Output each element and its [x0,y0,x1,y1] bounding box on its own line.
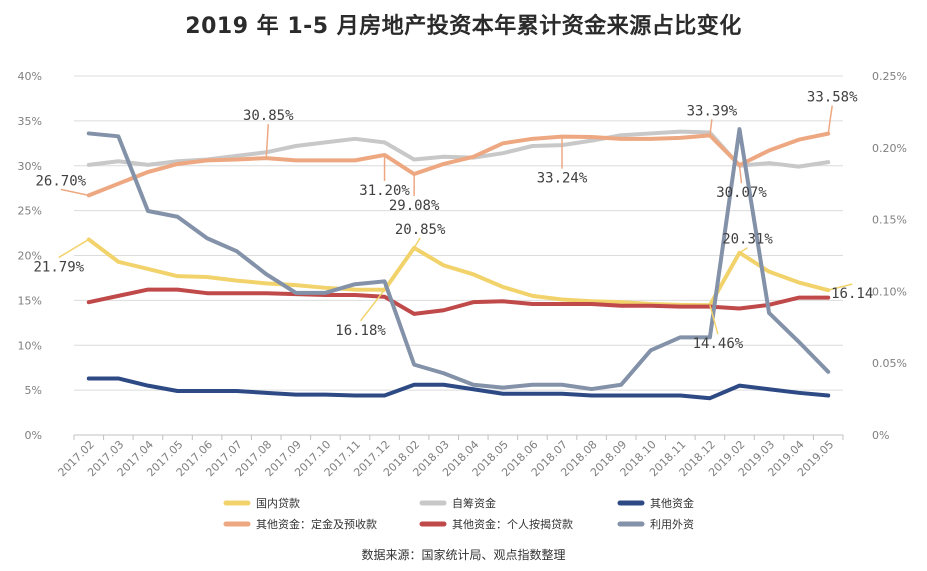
y-tick-label-right: 0.15% [872,214,907,227]
data-label: 33.58% [807,90,858,106]
data-label: 30.07% [716,185,767,201]
annotation-leader [739,247,748,254]
y-tick-label-right: 0.05% [872,357,907,370]
annotation-leader [709,305,719,335]
annotation-leader [827,105,833,134]
data-label: 20.85% [395,222,446,238]
y-tick-label-right: 0.20% [872,142,907,155]
series-line [86,376,831,401]
legend-label: 其他资金：个人按揭贷款 [452,517,573,531]
y-tick-label-right: 0.10% [872,285,907,298]
y-tick-label-right: 0.25% [872,70,907,83]
y-tick-label-left: 30% [18,160,42,173]
annotation-leader [413,237,421,249]
y-tick-label-left: 40% [18,70,42,83]
data-label: 31.20% [359,183,410,199]
source-note: 数据来源：国家统计局、观点指数整理 [361,548,566,562]
series-line [86,287,831,316]
data-label: 26.70% [35,173,86,189]
y-tick-label-left: 35% [18,115,42,128]
y-tick-label-left: 15% [18,294,42,307]
data-label: 33.24% [537,171,588,187]
data-label: 33.39% [687,103,738,119]
data-label: 29.08% [389,198,440,214]
legend-label: 其他资金：定金及预收款 [256,517,377,531]
data-label: 16.18% [335,323,386,339]
chart-title: 2019 年 1-5 月房地产投资本年累计资金来源占比变化 [185,14,742,39]
legend-label: 其他资金 [650,496,694,510]
y-tick-label-left: 25% [18,205,42,218]
annotation-leader [58,238,90,259]
legend-label: 自筹资金 [452,496,496,510]
annotation-leader [738,165,743,184]
legend-label: 利用外资 [650,518,694,531]
data-label: 16.14 [831,286,873,302]
annotation-leader [60,188,89,197]
data-label: 20.31% [722,232,773,248]
annotation-leader [709,119,713,136]
series-line [86,127,831,392]
data-label: 14.46% [693,336,744,352]
y-tick-label-left: 0% [25,429,42,442]
legend-label: 国内贷款 [256,496,300,510]
data-label: 21.79% [33,259,84,275]
annotation-leader [359,289,386,322]
y-tick-label-left: 20% [18,250,42,263]
series-line [86,131,831,198]
annotation-leader [828,283,853,291]
y-tick-label-right: 0% [872,429,889,442]
annotation-leader [265,124,269,159]
y-tick-label-left: 10% [18,339,42,352]
y-tick-label-left: 5% [25,384,42,397]
data-label: 30.85% [243,108,294,124]
